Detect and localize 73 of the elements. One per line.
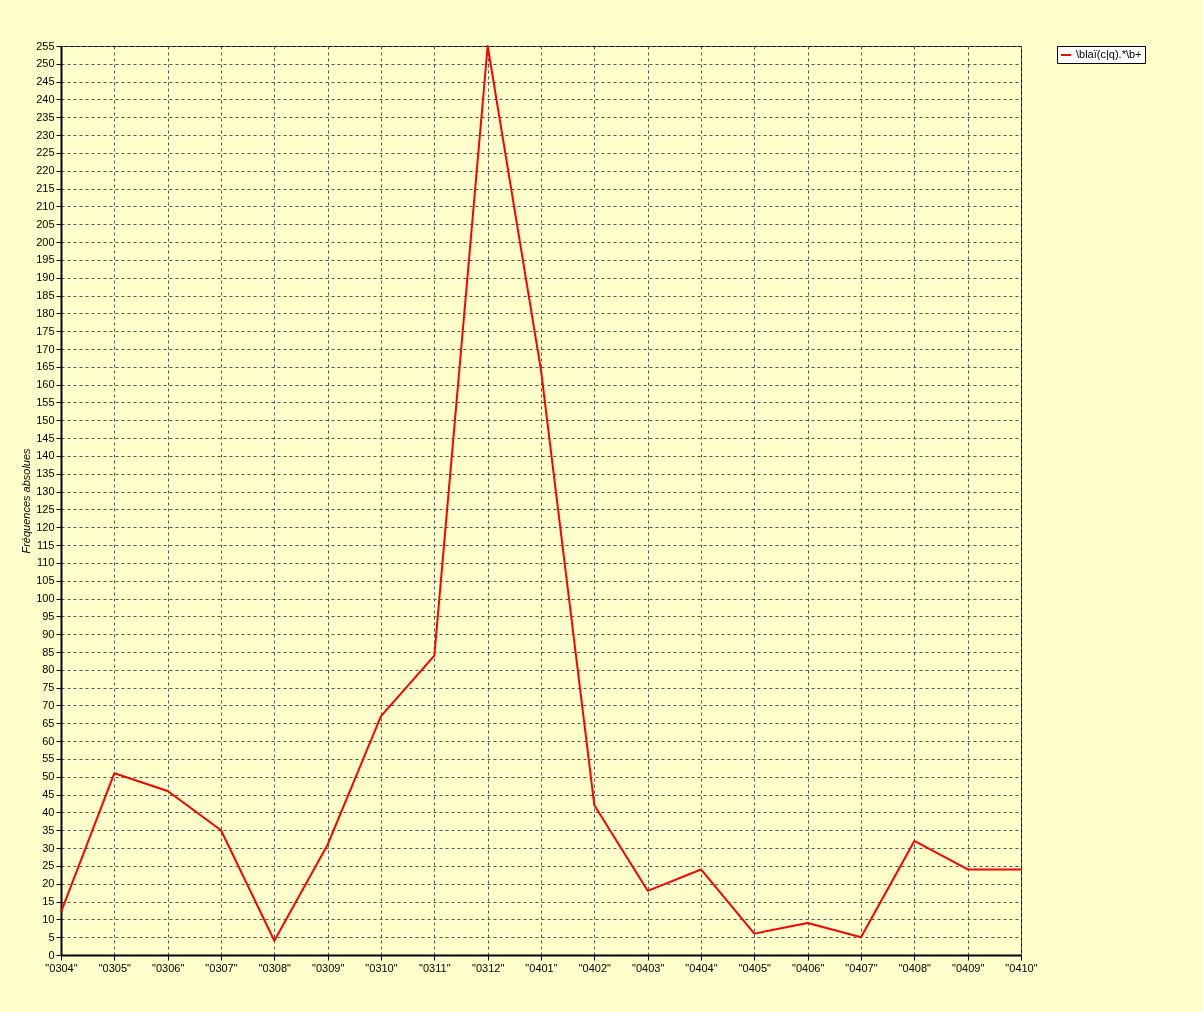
x-tick-label: "0410" xyxy=(1005,961,1038,974)
legend-label: \blaï(c|q).*\b+ xyxy=(1076,48,1142,60)
y-tick-label: 195 xyxy=(36,253,55,266)
y-tick-label: 45 xyxy=(42,788,55,801)
x-tick-label: "0310" xyxy=(365,961,398,974)
x-tick-label: "0404" xyxy=(685,961,718,974)
x-tick-label: "0312" xyxy=(472,961,505,974)
y-tick-label: 5 xyxy=(48,930,55,943)
y-tick-label: 210 xyxy=(36,199,55,212)
y-tick-label: 60 xyxy=(42,734,55,747)
y-tick-label: 10 xyxy=(42,912,55,925)
y-tick-label: 25 xyxy=(42,859,55,872)
x-tick-label: "0307" xyxy=(205,961,238,974)
x-tick-label: "0308" xyxy=(258,961,292,974)
y-tick-label: 140 xyxy=(36,449,55,462)
y-tick-label: 185 xyxy=(36,289,55,302)
y-tick-label: 115 xyxy=(36,538,55,551)
y-tick-label: 20 xyxy=(42,877,55,890)
y-tick-label: 65 xyxy=(42,716,55,729)
y-tick-label: 240 xyxy=(36,92,55,105)
y-tick-label: 55 xyxy=(42,752,55,765)
x-tick-label: "0311" xyxy=(419,961,451,974)
y-tick-label: 80 xyxy=(42,663,55,676)
x-tick-label: "0409" xyxy=(952,961,985,974)
y-tick-label: 30 xyxy=(42,841,55,854)
y-tick-label: 125 xyxy=(36,502,55,515)
y-tick-label: 145 xyxy=(36,431,55,444)
y-tick-label: 100 xyxy=(36,592,55,605)
y-tick-label: 225 xyxy=(36,146,55,159)
y-tick-label: 220 xyxy=(36,164,55,177)
y-tick-label: 0 xyxy=(48,948,55,961)
y-tick-label: 35 xyxy=(42,823,55,836)
y-tick-label: 120 xyxy=(36,520,55,533)
x-tick-label: "0407" xyxy=(845,961,878,974)
y-tick-label: 250 xyxy=(36,57,55,70)
y-tick-label: 190 xyxy=(36,271,55,284)
y-tick-label: 130 xyxy=(36,485,55,498)
x-tick-label: "0402" xyxy=(578,961,612,974)
y-tick-label: 180 xyxy=(36,306,55,319)
y-tick-label: 75 xyxy=(42,681,55,694)
y-tick-label: 160 xyxy=(36,378,55,391)
x-tick-label: "0306" xyxy=(152,961,185,974)
y-tick-label: 230 xyxy=(36,128,55,141)
y-tick-label: 165 xyxy=(36,360,55,373)
x-tick-label: "0401" xyxy=(525,961,558,974)
y-tick-label: 15 xyxy=(42,895,55,908)
y-tick-label: 170 xyxy=(36,342,55,355)
y-tick-label: 70 xyxy=(42,698,55,711)
y-tick-label: 245 xyxy=(36,75,55,88)
y-tick-label: 90 xyxy=(42,627,55,640)
y-tick-label: 50 xyxy=(42,770,55,783)
y-tick-label: 95 xyxy=(42,609,55,622)
y-axis-title: Fréquences absolues xyxy=(20,447,33,554)
y-tick-label: 110 xyxy=(36,556,55,569)
y-tick-label: 255 xyxy=(36,39,55,52)
y-tick-label: 40 xyxy=(42,805,55,818)
x-tick-label: "0309" xyxy=(312,961,345,974)
y-tick-label: 200 xyxy=(36,235,55,248)
y-tick-label: 235 xyxy=(36,110,55,123)
y-tick-label: 105 xyxy=(36,574,55,587)
y-tick-label: 85 xyxy=(42,645,55,658)
y-tick-label: 150 xyxy=(36,413,55,426)
x-tick-label: "0408" xyxy=(898,961,932,974)
y-tick-label: 135 xyxy=(36,467,55,480)
y-tick-label: 155 xyxy=(36,395,55,408)
x-tick-label: "0403" xyxy=(632,961,665,974)
y-tick-label: 175 xyxy=(36,324,55,337)
x-tick-label: "0405" xyxy=(738,961,772,974)
y-tick-label: 215 xyxy=(36,182,55,195)
x-tick-label: "0305" xyxy=(98,961,132,974)
y-tick-label: 205 xyxy=(36,217,55,230)
x-tick-label: "0406" xyxy=(792,961,825,974)
x-tick-label: "0304" xyxy=(45,961,78,974)
